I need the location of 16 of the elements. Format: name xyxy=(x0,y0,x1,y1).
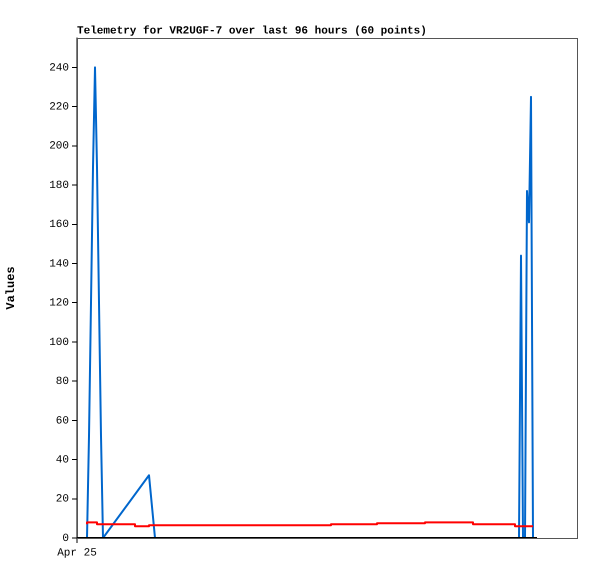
y-tick-label: 160 xyxy=(49,219,69,232)
y-tick-label: 200 xyxy=(49,140,69,153)
y-tick-label: 40 xyxy=(56,454,69,466)
y-tick-label: 60 xyxy=(56,415,69,428)
y-tick-label: 100 xyxy=(49,336,69,349)
y-tick-label: 180 xyxy=(49,180,69,192)
y-tick-label: 220 xyxy=(49,102,69,114)
y-axis-title: Values xyxy=(4,266,18,310)
y-tick-label: 20 xyxy=(56,494,69,506)
y-tick-label: 80 xyxy=(56,376,69,388)
y-tick-label: 240 xyxy=(49,62,69,74)
y-tick-label: 0 xyxy=(62,532,69,545)
x-tick-label: Apr 25 xyxy=(57,548,97,560)
y-tick-label: 140 xyxy=(49,258,69,270)
chart-title: Telemetry for VR2UGF-7 over last 96 hours (60 points) xyxy=(77,24,427,38)
y-tick-label: 120 xyxy=(49,298,69,310)
